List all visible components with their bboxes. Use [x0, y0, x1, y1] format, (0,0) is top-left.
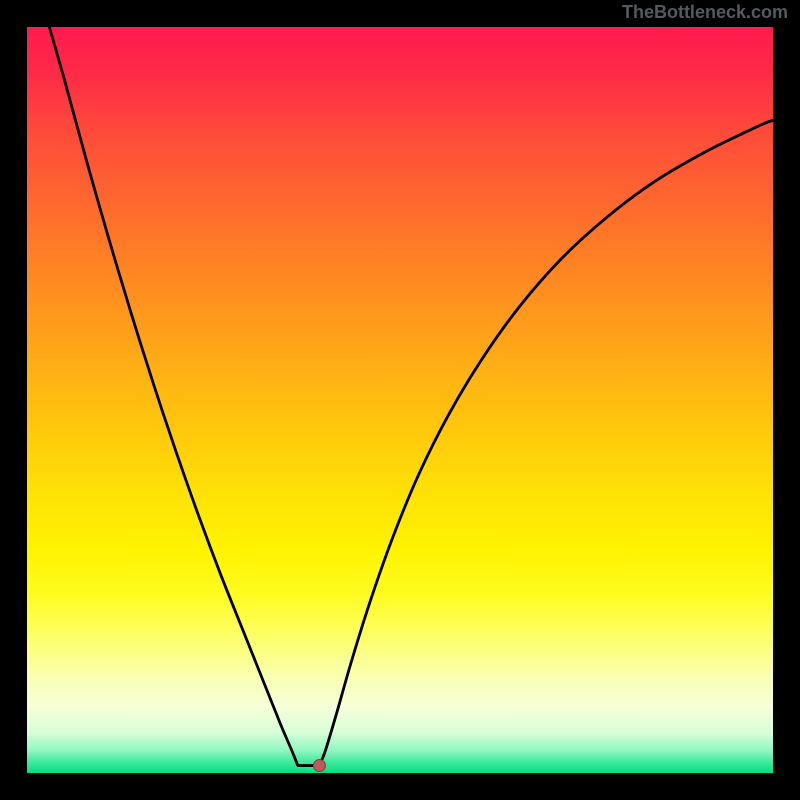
bottleneck-chart [0, 0, 800, 800]
optimal-point-marker [313, 760, 325, 772]
chart-container: TheBottleneck.com [0, 0, 800, 800]
chart-background [27, 27, 773, 773]
